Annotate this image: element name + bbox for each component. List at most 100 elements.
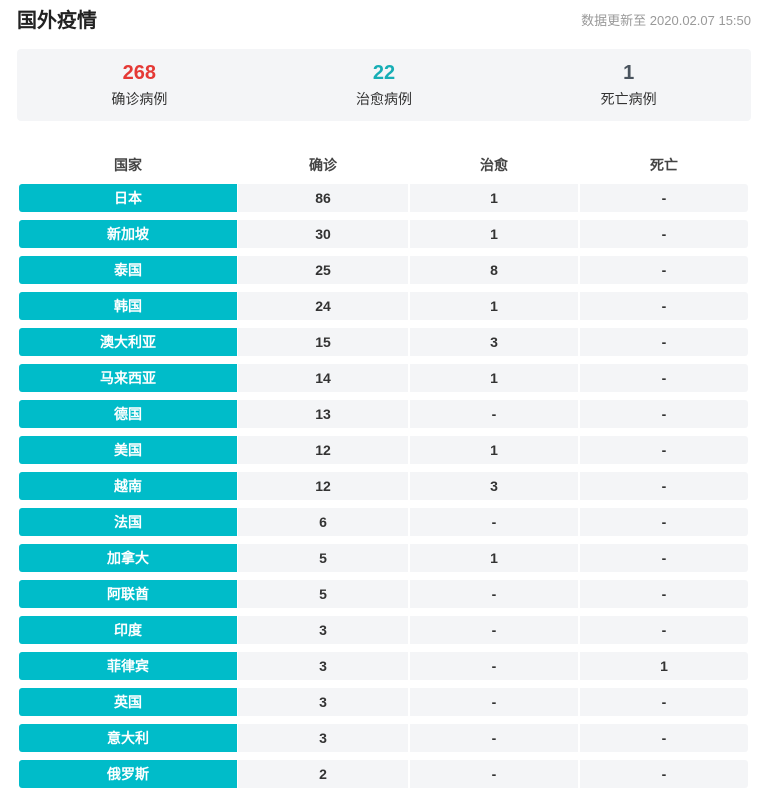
cured-cell: - [410, 760, 578, 788]
country-cell: 新加坡 [19, 220, 237, 248]
confirmed-total: 268 [122, 62, 157, 84]
table-row: 俄罗斯 2- - [19, 760, 748, 788]
cured-cell: - [410, 508, 578, 536]
table-row: 阿联酋 5- - [19, 580, 748, 608]
confirmed-cell: 3 [238, 616, 408, 644]
table-header: 国家 确诊 治愈 死亡 [19, 152, 748, 178]
country-cell: 菲律宾 [19, 652, 237, 680]
confirmed-cell: 12 [238, 472, 408, 500]
dead-total: 1 [623, 62, 635, 84]
table-row: 澳大利亚 15 3- [19, 328, 748, 356]
dead-cell: - [580, 400, 748, 428]
confirmed-cell: 86 [238, 184, 408, 212]
table-row: 印度 3- - [19, 616, 748, 644]
dead-cell: - [580, 580, 748, 608]
country-cell: 意大利 [19, 724, 237, 752]
table-row: 加拿大 5 1- [19, 544, 748, 572]
country-cell: 韩国 [19, 292, 237, 320]
cured-cell: - [410, 652, 578, 680]
table-row: 越南 12 3- [19, 472, 748, 500]
confirmed-cell: 3 [238, 724, 408, 752]
confirmed-cell: 13 [238, 400, 408, 428]
cured-cell: - [410, 724, 578, 752]
table-row: 法国 6- - [19, 508, 748, 536]
cured-cell: 1 [410, 292, 578, 320]
cured-cell: 1 [410, 544, 578, 572]
dead-cell: - [580, 508, 748, 536]
dead-cell: - [580, 328, 748, 356]
table-row: 美国 12 1- [19, 436, 748, 464]
cured-cell: 1 [410, 220, 578, 248]
dead-cell: - [580, 544, 748, 572]
page-title: 国外疫情 [17, 10, 97, 32]
confirmed-cell: 12 [238, 436, 408, 464]
country-cell: 美国 [19, 436, 237, 464]
confirmed-cell: 30 [238, 220, 408, 248]
dead-cell: - [580, 688, 748, 716]
table-row: 意大利 3- - [19, 724, 748, 752]
dead-cell: - [580, 256, 748, 284]
dead-cell: - [580, 724, 748, 752]
country-cell: 阿联酋 [19, 580, 237, 608]
dead-label: 死亡病例 [600, 91, 657, 107]
cured-cell: - [410, 616, 578, 644]
confirmed-cell: 5 [238, 580, 408, 608]
table-row: 泰国 25 8- [19, 256, 748, 284]
cured-cell: 1 [410, 364, 578, 392]
dead-cell: - [580, 184, 748, 212]
country-cell: 日本 [19, 184, 237, 212]
cured-cell: 8 [410, 256, 578, 284]
country-cell: 德国 [19, 400, 237, 428]
table-row: 新加坡 30 1- [19, 220, 748, 248]
summary-confirmed: 268 确诊病例 [17, 49, 262, 121]
cured-cell: - [410, 688, 578, 716]
column-header-dead: 死亡 [650, 157, 678, 173]
cured-total: 22 [372, 62, 396, 84]
confirmed-cell: 25 [238, 256, 408, 284]
confirmed-cell: 2 [238, 760, 408, 788]
country-cell: 英国 [19, 688, 237, 716]
country-table: 日本 86 1- 新加坡 30 1- 泰国 25 8- 韩国 24 1- 澳大利亚 15 3- 马来西亚 14 1… [19, 184, 748, 796]
dead-cell: - [580, 436, 748, 464]
confirmed-cell: 6 [238, 508, 408, 536]
confirmed-label: 确诊病例 [111, 91, 168, 107]
confirmed-cell: 3 [238, 652, 408, 680]
table-row: 马来西亚 14 1- [19, 364, 748, 392]
dead-cell: - [580, 616, 748, 644]
table-row: 菲律宾 3-1 [19, 652, 748, 680]
dead-cell: - [580, 472, 748, 500]
dead-cell: - [580, 364, 748, 392]
cured-cell: - [410, 580, 578, 608]
country-cell: 越南 [19, 472, 237, 500]
cured-cell: 3 [410, 328, 578, 356]
dead-cell: 1 [580, 652, 748, 680]
cured-label: 治愈病例 [356, 91, 412, 107]
summary-panel: 268 确诊病例 22 治愈病例 1 死亡病例 [17, 49, 751, 121]
column-header-cured: 治愈 [480, 157, 508, 173]
confirmed-cell: 5 [238, 544, 408, 572]
cured-cell: - [410, 400, 578, 428]
table-row: 日本 86 1- [19, 184, 748, 212]
update-timestamp: 数据更新至 2020.02.07 15:50 [581, 13, 751, 28]
column-header-country: 国家 [114, 157, 142, 173]
summary-dead: 1 死亡病例 [506, 49, 751, 121]
table-row: 英国 3- - [19, 688, 748, 716]
table-row: 德国 13- - [19, 400, 748, 428]
confirmed-cell: 15 [238, 328, 408, 356]
country-cell: 澳大利亚 [19, 328, 237, 356]
summary-cured: 22 治愈病例 [262, 49, 507, 121]
table-row: 韩国 24 1- [19, 292, 748, 320]
country-cell: 加拿大 [19, 544, 237, 572]
cured-cell: 3 [410, 472, 578, 500]
dead-cell: - [580, 292, 748, 320]
country-cell: 法国 [19, 508, 237, 536]
cured-cell: 1 [410, 184, 578, 212]
country-cell: 马来西亚 [19, 364, 237, 392]
country-cell: 俄罗斯 [19, 760, 237, 788]
dead-cell: - [580, 220, 748, 248]
country-cell: 泰国 [19, 256, 237, 284]
country-cell: 印度 [19, 616, 237, 644]
confirmed-cell: 3 [238, 688, 408, 716]
confirmed-cell: 24 [238, 292, 408, 320]
dead-cell: - [580, 760, 748, 788]
